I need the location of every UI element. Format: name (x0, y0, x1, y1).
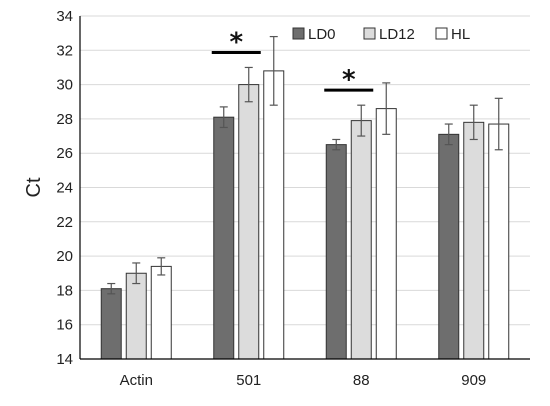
x-tick-label: 909 (461, 372, 486, 389)
y-tick-labels: 14 16 18 20 22 24 26 28 30 32 34 (56, 8, 73, 368)
bars-group (100, 70, 510, 360)
bar-ld0-501 (213, 116, 235, 360)
legend-swatch-ld12 (363, 27, 376, 40)
legend-label-hl: HL (451, 26, 470, 43)
x-tick-label: Actin (120, 372, 153, 389)
x-tick-labels: Actin 501 88 909 (120, 372, 487, 389)
bar-ld0-88 (325, 144, 347, 360)
y-tick-label: 18 (56, 282, 73, 299)
bar-ld12-actin (125, 272, 147, 360)
bar-hl-actin (150, 265, 172, 360)
y-tick-label: 14 (56, 351, 73, 368)
y-tick-label: 34 (56, 8, 73, 25)
y-tick-label: 16 (56, 317, 73, 334)
y-tick-label: 22 (56, 214, 73, 231)
gridlines (80, 15, 530, 326)
y-tick-label: 26 (56, 145, 73, 162)
y-tick-label: 28 (56, 111, 73, 128)
bar-ld12-501 (238, 84, 260, 360)
significance-annotations: ** (211, 27, 374, 95)
bar-hl-88 (375, 108, 397, 360)
legend-label-ld12: LD12 (379, 26, 415, 43)
y-axis-label: Ct (23, 177, 45, 197)
y-tick-label: 24 (56, 180, 73, 197)
bar-ld0-909 (438, 133, 460, 360)
significance-star: * (229, 27, 243, 57)
axes (79, 16, 530, 360)
legend-swatch-ld0 (292, 27, 305, 40)
legend: LD0 LD12 HL (292, 26, 470, 43)
y-tick-label: 32 (56, 42, 73, 59)
bar-hl-501 (263, 70, 285, 360)
bar-ld12-88 (350, 120, 372, 360)
legend-label-ld0: LD0 (308, 26, 336, 43)
y-tick-label: 30 (56, 77, 73, 94)
x-tick-label: 88 (353, 372, 370, 389)
bar-hl-909 (488, 123, 510, 360)
error-bars-group (107, 35, 503, 295)
bar-ld12-909 (463, 121, 485, 360)
bar-ld0-actin (100, 288, 122, 360)
y-tick-label: 20 (56, 248, 73, 265)
x-tick-label: 501 (236, 372, 261, 389)
legend-swatch-hl (435, 27, 448, 40)
significance-star: * (342, 65, 356, 95)
